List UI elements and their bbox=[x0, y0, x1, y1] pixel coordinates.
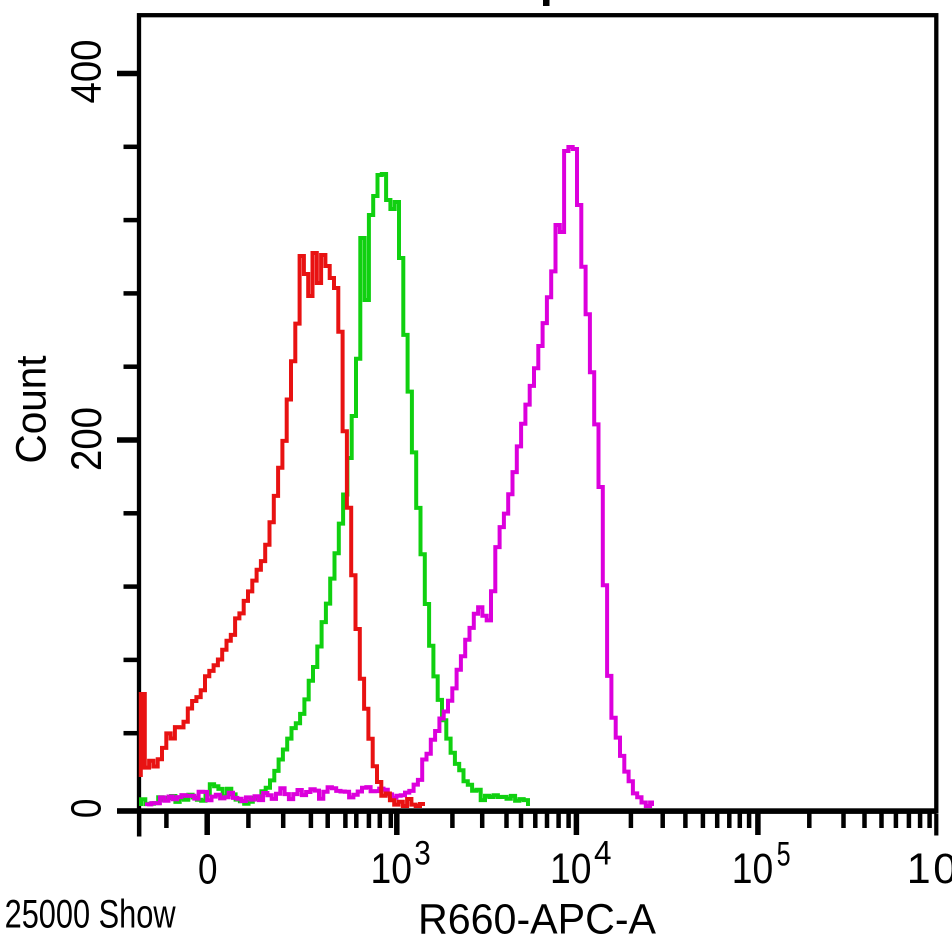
svg-text:0: 0 bbox=[933, 845, 952, 893]
svg-text:400: 400 bbox=[63, 40, 111, 104]
svg-text:0: 0 bbox=[62, 799, 110, 819]
svg-text:10: 10 bbox=[550, 845, 592, 893]
svg-text:5: 5 bbox=[777, 835, 791, 873]
svg-text:10: 10 bbox=[371, 845, 413, 893]
svg-text:0: 0 bbox=[198, 845, 218, 893]
svg-text:200: 200 bbox=[63, 407, 111, 471]
svg-text:10: 10 bbox=[732, 845, 774, 893]
svg-text:25000 Show: 25000 Show bbox=[5, 893, 176, 937]
svg-text:Count: Count bbox=[7, 355, 55, 463]
svg-text:R660-APC-A: R660-APC-A bbox=[418, 896, 656, 942]
svg-text:1: 1 bbox=[907, 845, 931, 893]
svg-text:4: 4 bbox=[594, 835, 612, 873]
svg-text:3: 3 bbox=[414, 835, 431, 873]
